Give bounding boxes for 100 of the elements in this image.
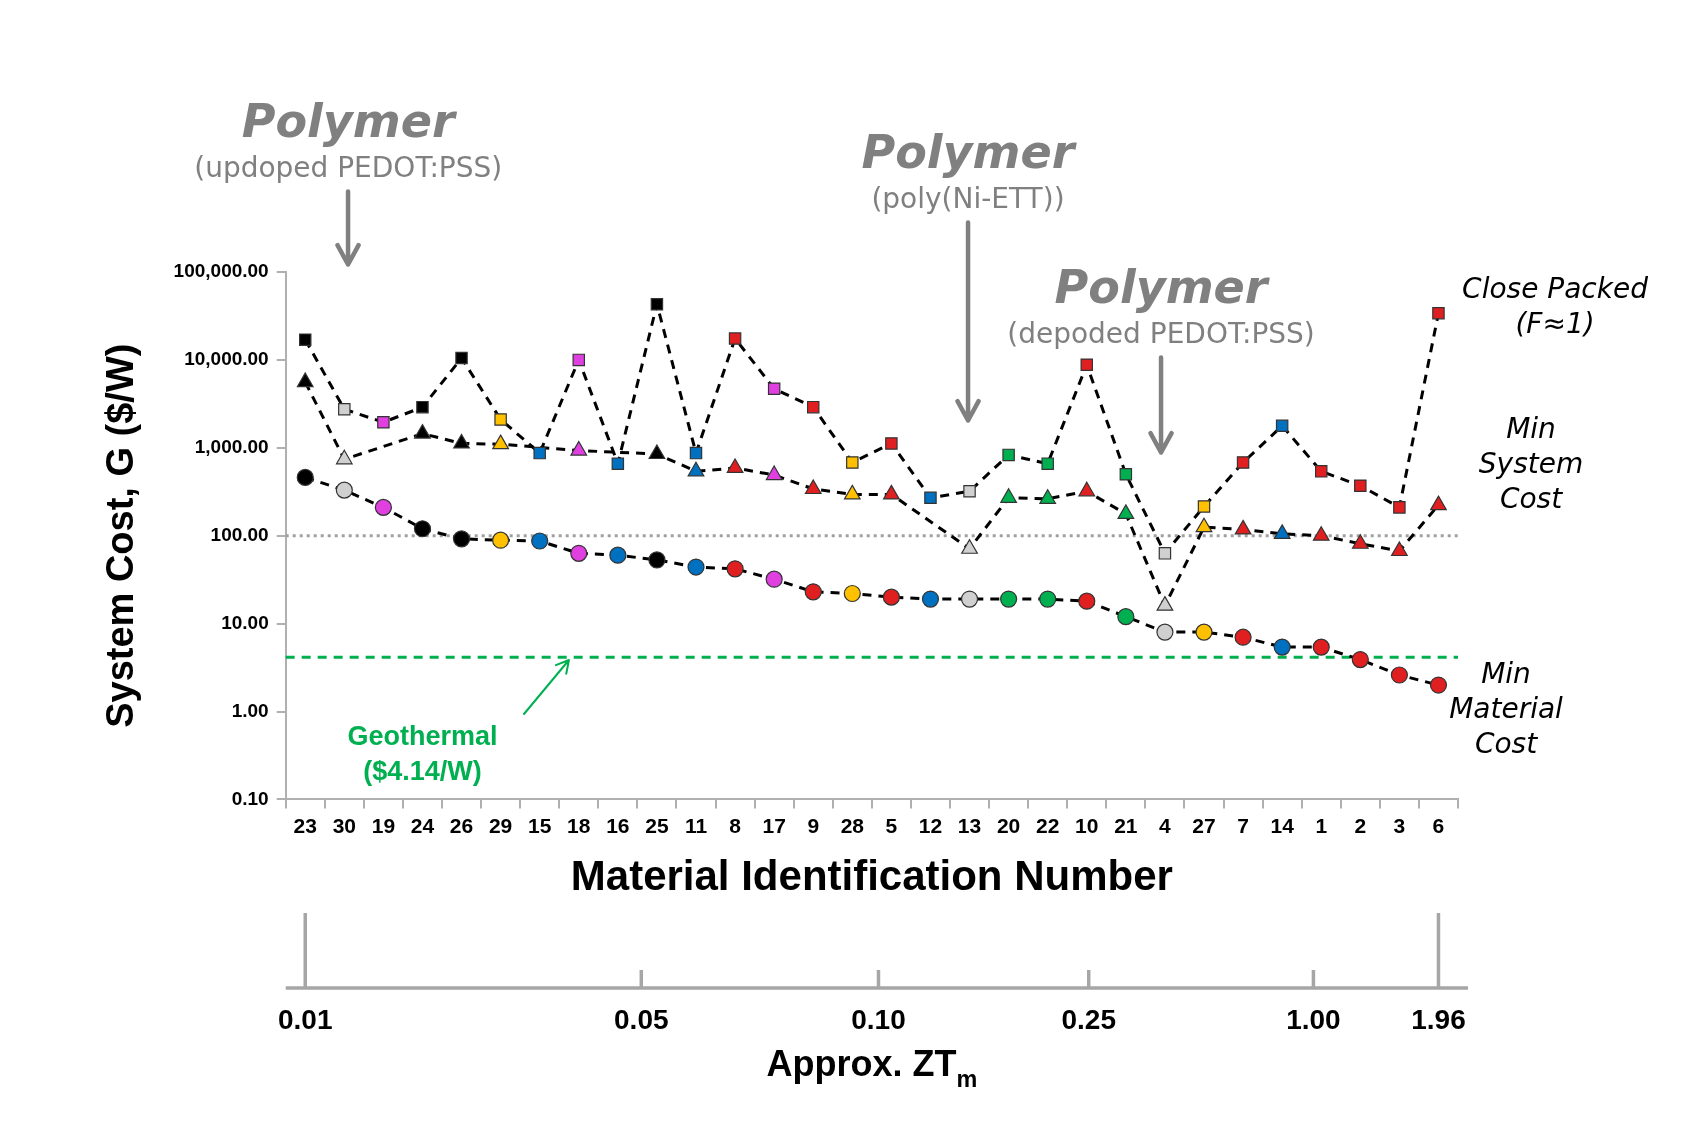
point <box>1000 488 1018 503</box>
x-tick-label: 3 <box>1393 813 1406 837</box>
y-axis-title: System Cost, G ($/W) <box>99 343 142 728</box>
point <box>1351 650 1369 669</box>
point <box>570 544 588 562</box>
y-tick-label: 10,000.00 <box>184 348 269 370</box>
point <box>1078 592 1096 610</box>
point <box>494 413 507 426</box>
x-tick-label: 6 <box>1432 813 1445 837</box>
point <box>1080 358 1094 372</box>
point <box>533 446 546 460</box>
point <box>1117 504 1135 519</box>
point <box>492 531 510 549</box>
point <box>296 372 314 388</box>
point <box>765 570 783 588</box>
text: 0.25 <box>1061 1004 1116 1035</box>
point <box>1430 495 1447 511</box>
point <box>687 558 705 576</box>
x-tick-label: 23 <box>293 813 317 837</box>
point <box>804 583 822 601</box>
point <box>572 353 586 367</box>
point <box>726 458 744 474</box>
point <box>1156 623 1174 641</box>
point <box>648 551 666 569</box>
x-tick-label: 25 <box>645 813 669 837</box>
x-tick-label: 2 <box>1354 813 1367 837</box>
point <box>1393 501 1406 514</box>
point <box>1273 638 1291 656</box>
point <box>924 491 937 505</box>
x-tick-label: 18 <box>567 813 591 837</box>
point <box>1429 676 1448 694</box>
text: (updoped PEDOT:PSS) <box>194 151 503 184</box>
point <box>1078 481 1096 497</box>
x-tick-label: 14 <box>1270 813 1295 837</box>
point <box>650 297 664 311</box>
point <box>1195 623 1213 641</box>
point <box>452 530 471 548</box>
y-tick-label: 1.00 <box>231 699 269 721</box>
point <box>1312 638 1330 656</box>
point <box>960 590 979 608</box>
ref-line-label: Geothermal ($4.14/W) <box>347 720 498 786</box>
point <box>1000 590 1018 608</box>
x-tick-label: 1 <box>1315 813 1328 837</box>
point <box>687 461 705 477</box>
point <box>335 481 353 499</box>
point <box>1158 547 1172 560</box>
x-tick-label: 19 <box>371 813 396 837</box>
annotation: (depoded PEDOT:PSS) <box>1007 317 1315 350</box>
text: 1.00 <box>1286 1004 1341 1035</box>
text: 0.10 <box>851 1004 906 1035</box>
series-label: Min Material Cost <box>1449 657 1564 761</box>
x-tick-label: 20 <box>996 813 1021 837</box>
point <box>963 485 976 498</box>
point <box>1197 500 1211 513</box>
x-tick-label: 13 <box>957 813 982 837</box>
point <box>570 440 588 456</box>
point <box>767 382 781 395</box>
point <box>416 400 429 414</box>
point <box>492 434 510 450</box>
point <box>1390 666 1408 684</box>
x-tick-label: 11 <box>684 813 708 837</box>
point <box>1195 517 1213 533</box>
text: Polymer <box>241 94 458 148</box>
point <box>1312 526 1330 541</box>
point <box>882 484 900 500</box>
point <box>296 468 314 487</box>
y-tick-label: 10.00 <box>221 611 269 633</box>
point <box>453 433 470 449</box>
point <box>726 560 744 578</box>
x-tick-label: 8 <box>729 813 742 837</box>
text: 0.05 <box>614 1004 669 1035</box>
x-tick-label: 10 <box>1075 813 1099 837</box>
point <box>414 424 431 439</box>
text: 1.96 <box>1411 1004 1466 1035</box>
x-tick-label: 12 <box>918 813 943 837</box>
point <box>1234 628 1252 646</box>
x-tick-label: 30 <box>332 813 356 837</box>
point <box>611 457 625 470</box>
text: (poly(Ni-ETT)) <box>871 182 1065 215</box>
point <box>1156 596 1174 611</box>
point <box>1234 519 1252 535</box>
x-tick-label: 17 <box>762 813 786 837</box>
point <box>843 484 861 500</box>
point <box>413 520 432 538</box>
point <box>1117 608 1135 626</box>
point <box>961 539 978 554</box>
point <box>1354 479 1367 493</box>
x-tick-label: 16 <box>606 813 630 837</box>
point <box>648 444 666 460</box>
point <box>531 532 549 550</box>
point <box>921 590 940 608</box>
point <box>1041 457 1054 470</box>
point <box>1039 590 1057 608</box>
y-tick-label: 1,000.00 <box>194 436 269 458</box>
point <box>1275 419 1289 433</box>
x-tick-label: 7 <box>1237 813 1249 837</box>
x-tick-label: 29 <box>488 813 513 837</box>
text: Polymer <box>861 125 1078 179</box>
point <box>1236 456 1250 469</box>
text: 0.01 <box>277 1004 333 1035</box>
